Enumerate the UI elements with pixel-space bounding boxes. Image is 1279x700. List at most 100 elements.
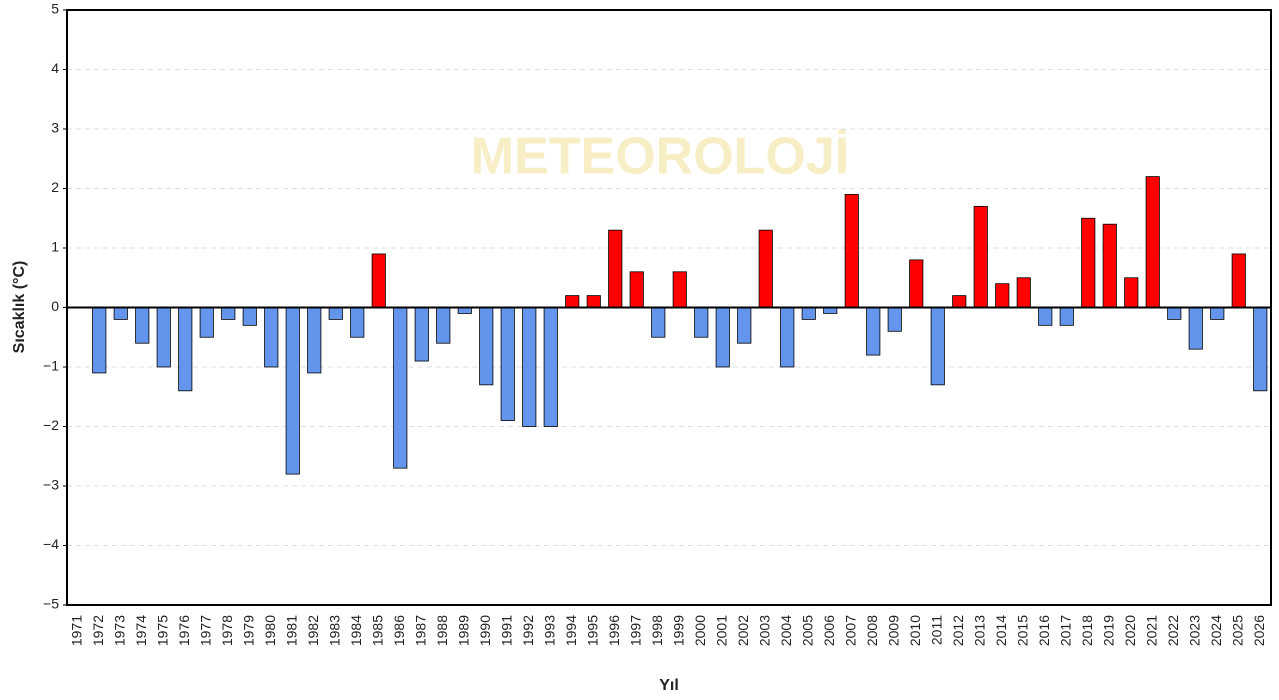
x-tick-label: 2018	[1079, 615, 1095, 646]
bar	[1231, 253, 1246, 308]
x-tick-label: 2001	[713, 615, 729, 646]
bar	[1102, 223, 1117, 308]
bar	[629, 271, 644, 308]
x-tick-label: 1985	[369, 615, 385, 646]
x-tick-label: 2009	[885, 615, 901, 646]
x-tick-label: 2026	[1251, 615, 1267, 646]
y-tick-label: −4	[43, 536, 59, 552]
bar	[672, 271, 687, 308]
x-tick-label: 1980	[262, 615, 278, 646]
bar	[1210, 307, 1225, 320]
x-tick-label: 1975	[154, 615, 170, 646]
bar	[522, 307, 537, 427]
bar	[414, 307, 429, 362]
x-tick-label: 1999	[670, 615, 686, 646]
bar	[866, 307, 881, 356]
x-tick-label: 2021	[1143, 615, 1159, 646]
bar	[307, 307, 322, 374]
bar	[844, 194, 859, 308]
x-tick-label: 1984	[348, 615, 364, 646]
bar	[1145, 176, 1160, 308]
y-tick-label: 3	[51, 120, 59, 136]
bar	[1188, 307, 1203, 350]
bar	[737, 307, 752, 344]
x-tick-label: 1987	[412, 615, 428, 646]
bar	[328, 307, 343, 320]
bar	[393, 307, 408, 469]
bar	[1059, 307, 1074, 326]
bar	[887, 307, 902, 332]
x-tick-label: 1986	[391, 615, 407, 646]
bar	[930, 307, 945, 386]
x-tick-label: 2012	[950, 615, 966, 646]
bar	[694, 307, 709, 338]
x-tick-label: 1974	[133, 615, 149, 646]
bar	[156, 307, 171, 368]
bar	[221, 307, 236, 320]
x-tick-label: 1993	[541, 615, 557, 646]
x-tick-label: 2000	[692, 615, 708, 646]
bar	[178, 307, 193, 392]
bar	[1081, 217, 1096, 308]
x-tick-label: 1992	[520, 615, 536, 646]
x-tick-label: 1988	[434, 615, 450, 646]
bar	[909, 259, 924, 308]
x-tick-label: 1973	[111, 615, 127, 646]
bar	[1038, 307, 1053, 326]
bar	[1016, 277, 1031, 308]
x-tick-label: 1977	[197, 615, 213, 646]
bar	[479, 307, 494, 386]
x-tick-label: 1976	[176, 615, 192, 646]
bar	[715, 307, 730, 368]
bar	[285, 307, 300, 475]
x-tick-label: 2010	[907, 615, 923, 646]
y-tick-label: −1	[43, 358, 59, 374]
x-tick-label: 1991	[498, 615, 514, 646]
x-axis-title: Yıl	[659, 677, 679, 694]
x-tick-label: 2008	[864, 615, 880, 646]
y-axis-title: Sıcaklık (°C)	[11, 261, 28, 354]
x-tick-label: 1998	[649, 615, 665, 646]
bar	[264, 307, 279, 368]
x-tick-label: 1997	[627, 615, 643, 646]
bar	[1167, 307, 1182, 320]
plot-frame	[66, 9, 1272, 606]
x-tick-label: 2024	[1208, 615, 1224, 646]
x-tick-label: 2015	[1014, 615, 1030, 646]
bar	[780, 307, 795, 368]
x-tick-label: 2025	[1229, 615, 1245, 646]
x-tick-label: 2004	[778, 615, 794, 646]
x-tick-label: 1996	[606, 615, 622, 646]
bar	[1253, 307, 1268, 392]
x-tick-label: 1981	[283, 615, 299, 646]
y-tick-label: 5	[51, 1, 59, 17]
x-tick-label: 1979	[240, 615, 256, 646]
x-tick-label: 2005	[799, 615, 815, 646]
y-tick-label: −3	[43, 477, 59, 493]
x-tick-label: 1983	[326, 615, 342, 646]
bar	[1124, 277, 1139, 308]
bar	[973, 205, 988, 308]
bar	[565, 295, 580, 308]
x-tick-label: 2003	[756, 615, 772, 646]
x-tick-label: 2002	[735, 615, 751, 646]
x-tick-label: 2007	[842, 615, 858, 646]
bar	[199, 307, 214, 338]
bar	[135, 307, 150, 344]
y-tick-label: 1	[51, 239, 59, 255]
x-tick-label: 1994	[563, 615, 579, 646]
y-tick-label: −2	[43, 417, 59, 433]
x-tick-label: 1982	[305, 615, 321, 646]
bar	[608, 229, 623, 308]
x-tick-label: 2017	[1057, 615, 1073, 646]
watermark: METEOROLOJİ	[471, 128, 849, 186]
x-tick-label: 2023	[1186, 615, 1202, 646]
bar	[92, 307, 107, 374]
x-tick-label: 1978	[219, 615, 235, 646]
x-tick-label: 1972	[90, 615, 106, 646]
x-tick-label: 2013	[971, 615, 987, 646]
bar	[586, 295, 601, 308]
y-tick-label: 2	[51, 179, 59, 195]
x-tick-label: 1989	[455, 615, 471, 646]
bar	[436, 307, 451, 344]
